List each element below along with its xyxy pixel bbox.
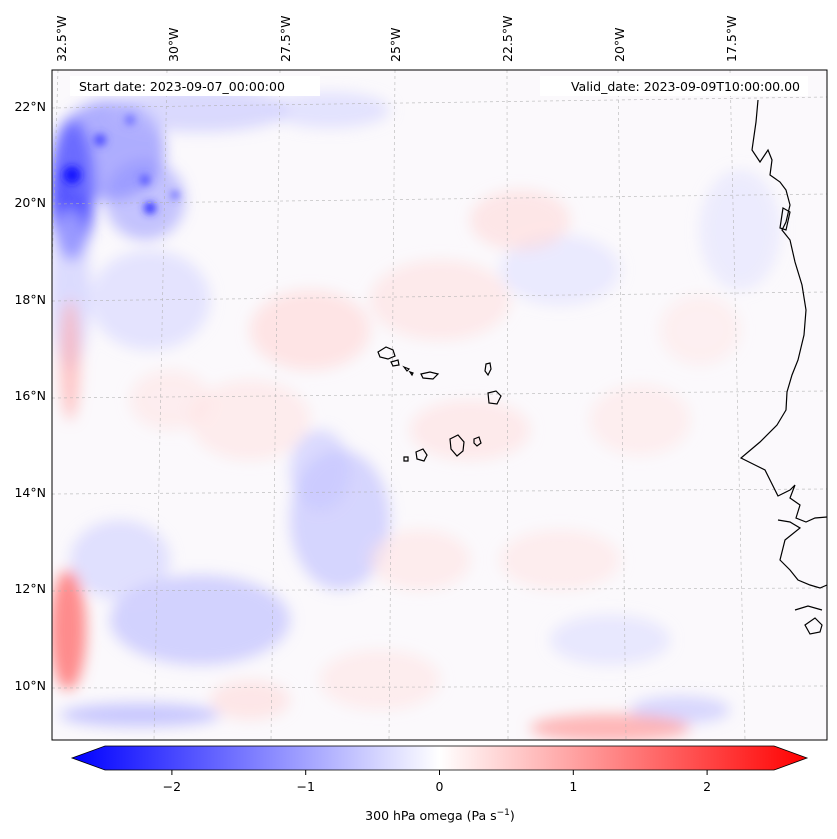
colorbar-label: 300 hPa omega (Pa s−1) <box>365 808 515 823</box>
cape-verde-islands <box>377 346 502 462</box>
colorbar-body <box>70 745 809 771</box>
colorbar-tick-label: 0 <box>436 779 444 794</box>
african-coastline <box>739 99 827 635</box>
lon-label-32-5w: 32.5°W <box>54 16 69 62</box>
lon-label-20w: 20°W <box>612 27 627 62</box>
lon-label-17-5w: 17.5°W <box>724 16 739 62</box>
colorbar-ticks: −2 −1 0 1 2 <box>163 770 711 794</box>
map-panel <box>52 70 827 740</box>
latitude-labels: 22°N 20°N 18°N 16°N 14°N 12°N 10°N <box>14 99 46 693</box>
omega-field <box>52 88 780 740</box>
valid-date-label: Valid_date: 2023-09-09T10:00:00.00 <box>571 79 800 94</box>
lat-label-12n: 12°N <box>14 581 46 596</box>
lon-label-30w: 30°W <box>166 27 181 62</box>
colorbar-tick-label: −2 <box>163 779 181 794</box>
lat-label-22n: 22°N <box>14 99 46 114</box>
map-border <box>51 69 828 741</box>
start-date-label: Start date: 2023-09-07_00:00:00 <box>79 79 285 94</box>
lat-label-14n: 14°N <box>14 485 46 500</box>
omega-spots <box>63 115 179 214</box>
lat-label-10n: 10°N <box>14 678 46 693</box>
start-date-box <box>70 76 320 96</box>
lat-label-18n: 18°N <box>14 292 46 307</box>
lon-label-25w: 25°W <box>388 27 403 62</box>
lat-label-16n: 16°N <box>14 388 46 403</box>
longitude-labels: 32.5°W 30°W 27.5°W 25°W 22.5°W 20°W 17.5… <box>54 16 739 62</box>
colorbar-tick-label: 2 <box>703 779 711 794</box>
lon-label-22-5w: 22.5°W <box>500 16 515 62</box>
graticule <box>52 70 827 740</box>
lat-label-20n: 20°N <box>14 195 46 210</box>
valid-date-box <box>540 76 808 96</box>
lon-label-27-5w: 27.5°W <box>278 16 293 62</box>
colorbar-tick-label: 1 <box>569 779 577 794</box>
colorbar: −2 −1 0 1 2 300 hPa omega (Pa s−1) <box>70 745 809 823</box>
colorbar-tick-label: −1 <box>296 779 314 794</box>
